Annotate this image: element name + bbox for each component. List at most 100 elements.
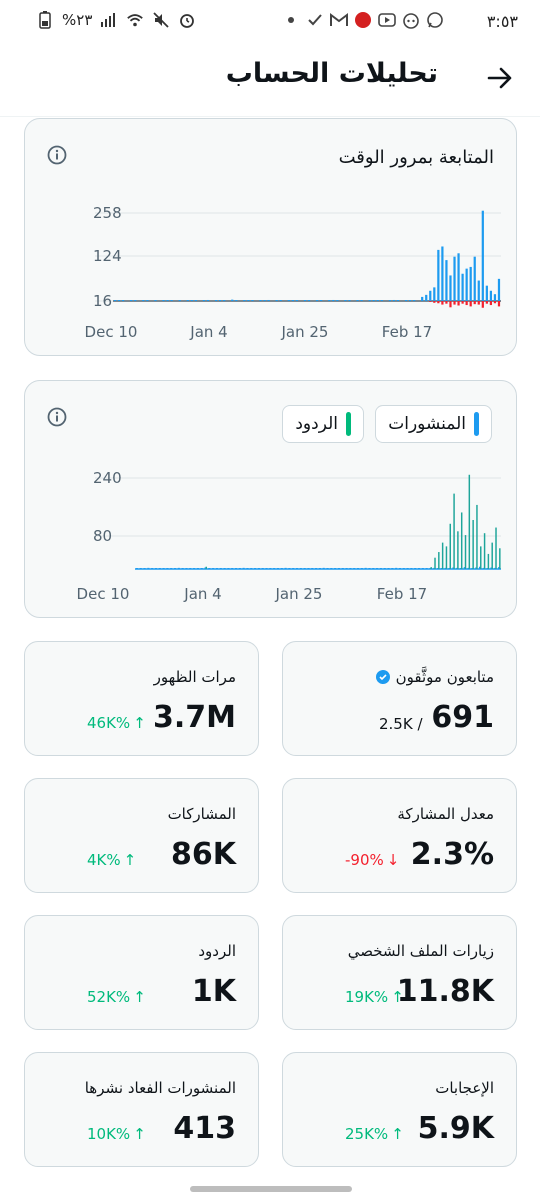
back-button[interactable] [484,62,516,94]
bar [421,296,424,301]
metric-replies[interactable]: الردود 1K 52K% ↑ [24,915,259,1030]
metric-verified-followers[interactable]: متابعون موثَّقون 691 2.5K / [282,641,517,756]
bar [410,568,413,569]
bar [489,290,493,301]
bar [178,300,181,301]
bar [368,300,371,301]
bar [425,294,428,301]
metric-likes[interactable]: الإعجابات 5.9K 25K% ↑ [282,1052,517,1167]
metric-value: 691 [431,700,494,735]
signal-icon [100,11,118,29]
x-tick-label: Jan 4 [183,585,221,603]
x-tick-label: Dec 10 [85,323,138,341]
youtube-icon [378,11,396,29]
bar [158,568,161,569]
bar [250,568,253,569]
bar [287,300,290,301]
bar [372,568,375,569]
bar-negative [441,301,444,305]
x-tick-label: Jan 4 [189,323,227,341]
metric-label: معدل المشاركة [397,805,494,823]
metric-engagement-rate[interactable]: معدل المشاركة 2.3% -90% ↓ [282,778,517,893]
bar [421,568,424,569]
legend-posts-swatch [474,412,479,436]
bar [279,300,282,301]
metric-value: 1K [191,974,236,1009]
bar [344,300,347,301]
bar [387,568,390,569]
bar [408,300,412,301]
legend-replies[interactable]: الردود [282,405,364,443]
status-icons-right [282,11,444,29]
bar [194,300,197,301]
dot-icon [282,11,300,29]
card-title: المتابعة بمرور الوقت [338,147,494,168]
bar [497,278,501,301]
bar [242,567,245,569]
bar [460,512,463,569]
bar [398,568,402,569]
legend-posts[interactable]: المنشورات [375,405,492,443]
metric-profile-visits[interactable]: زيارات الملف الشخصي 11.8K 19K% ↑ [282,915,517,1030]
bar [433,287,436,301]
bar [269,568,272,569]
bar [166,568,169,569]
bar [349,568,352,569]
bar [461,273,464,301]
x-tick-label: Jan 25 [275,585,323,603]
status-icons-left: %٢٣ [36,11,196,29]
bar [493,294,497,301]
bar [315,568,318,569]
bar [360,300,363,301]
bar [449,275,452,301]
bar [341,568,344,569]
posts-replies-card: المنشورات الردود 240 80 Dec 10 Jan 4 Jan 25 F… [24,380,517,618]
bar [320,300,323,301]
bar [275,300,278,301]
bar [364,567,367,569]
bar [303,568,306,569]
info-icon[interactable] [47,145,67,165]
bar [219,568,222,569]
reddit-icon [402,11,420,29]
bar [457,531,459,569]
arrow-up-icon: ↑ [133,1125,146,1143]
info-icon[interactable] [47,407,67,427]
bar [360,568,363,569]
bar-negative [485,301,488,304]
bar [143,568,146,569]
bar [322,567,325,569]
bar [487,553,490,569]
metric-change: 19K% ↑ [345,988,404,1006]
bar [334,568,337,569]
bar [186,300,189,301]
bar [162,568,165,569]
bar [288,568,291,569]
bar [273,568,276,569]
bar [259,300,262,301]
metric-value: 2.3% [410,837,494,872]
bar [453,256,456,301]
metric-engagements[interactable]: المشاركات 86K 4K% ↑ [24,778,259,893]
bar-negative [445,301,448,304]
bar [412,300,416,301]
bar [445,546,448,569]
bar [445,260,448,301]
bar [476,504,478,569]
bar [441,542,444,569]
bar-negative [469,301,472,307]
bar [429,290,432,301]
bar [154,300,157,301]
bar [348,300,351,301]
bar [483,533,486,569]
metric-impressions[interactable]: مرات الظهور 3.7M 46K% ↑ [24,641,259,756]
bar [383,568,386,569]
bar [449,523,451,569]
metric-reposts[interactable]: المنشورات الفعاد نشرها 413 10K% ↑ [24,1052,259,1167]
gmail-icon [330,11,348,29]
bar [414,568,417,569]
bar [170,568,173,569]
bar [330,568,333,569]
home-indicator[interactable] [190,1186,352,1192]
metric-label-text: متابعون موثَّقون [395,668,494,686]
